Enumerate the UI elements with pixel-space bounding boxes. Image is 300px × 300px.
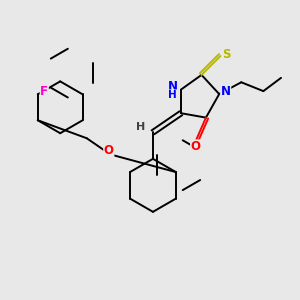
Text: O: O xyxy=(190,140,201,153)
Text: N: N xyxy=(168,80,178,93)
Text: O: O xyxy=(104,144,114,158)
Text: S: S xyxy=(222,48,230,61)
Text: H: H xyxy=(136,122,145,132)
Text: F: F xyxy=(40,85,48,98)
Text: N: N xyxy=(221,85,231,98)
Text: H: H xyxy=(168,90,177,100)
